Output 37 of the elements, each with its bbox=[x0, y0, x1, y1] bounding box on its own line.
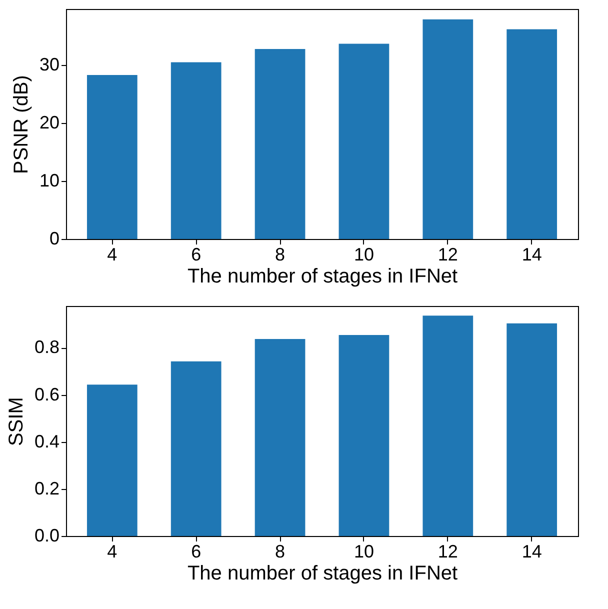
bar bbox=[338, 334, 390, 536]
y-tick-label: 0.2 bbox=[34, 478, 60, 498]
bar bbox=[422, 316, 474, 536]
x-tick-label: 14 bbox=[522, 244, 542, 264]
y-tick-label: 0.6 bbox=[34, 384, 60, 404]
bar bbox=[86, 384, 138, 536]
x-axis-title: The number of stages in IFNet bbox=[187, 266, 458, 288]
y-tick-label: 20 bbox=[39, 112, 60, 133]
bar bbox=[170, 62, 222, 239]
x-tick-label: 14 bbox=[522, 542, 542, 562]
y-tick-label: 0.0 bbox=[34, 526, 60, 546]
x-tick-label: 8 bbox=[275, 542, 286, 562]
x-tick-label: 10 bbox=[354, 542, 374, 562]
bar bbox=[506, 323, 558, 536]
x-tick-label: 6 bbox=[191, 244, 202, 264]
y-tick-label: 30 bbox=[39, 54, 60, 75]
x-tick-label: 12 bbox=[438, 542, 458, 562]
y-tick-label: 0.4 bbox=[34, 431, 60, 452]
y-axis-title: PSNR (dB) bbox=[10, 75, 32, 174]
x-tick-label: 12 bbox=[438, 244, 458, 264]
x-tick-label: 8 bbox=[275, 244, 286, 264]
bar bbox=[86, 75, 138, 239]
y-axis-title: SSIM bbox=[5, 397, 28, 446]
bar bbox=[506, 29, 558, 239]
x-tick-label: 6 bbox=[191, 542, 202, 562]
bar bbox=[254, 48, 306, 239]
bar bbox=[338, 44, 390, 239]
y-tick-label: 0 bbox=[49, 228, 60, 248]
bar bbox=[254, 338, 306, 536]
bar bbox=[422, 19, 474, 239]
y-tick-label: 10 bbox=[39, 170, 60, 191]
bar bbox=[170, 361, 222, 536]
x-tick-label: 4 bbox=[107, 244, 118, 264]
x-tick-label: 10 bbox=[354, 244, 374, 264]
x-tick-label: 4 bbox=[107, 542, 118, 562]
x-axis-title: The number of stages in IFNet bbox=[187, 562, 458, 584]
y-tick-label: 0.8 bbox=[34, 337, 60, 358]
